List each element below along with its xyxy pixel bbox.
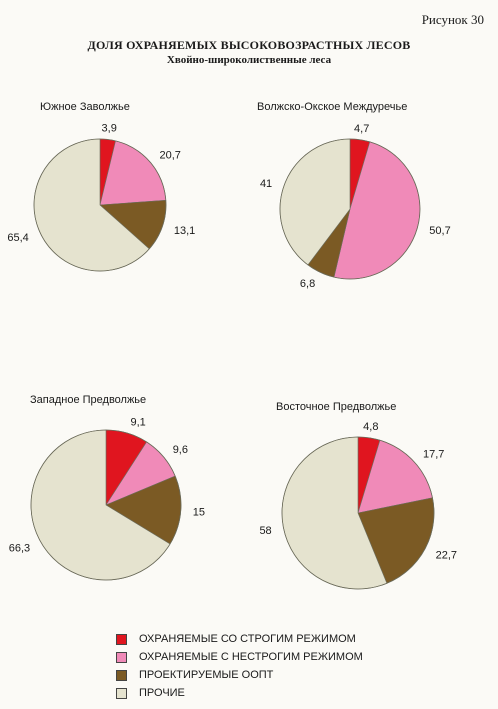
pie-label-south-zavolzhye-other: 65,4 bbox=[7, 232, 28, 244]
pie-label-volga-oka-non-strict: 50,7 bbox=[429, 225, 450, 237]
legend-item: ОХРАНЯЕМЫЕ СО СТРОГИМ РЕЖИМОМ bbox=[116, 630, 363, 648]
legend-label-planned: ПРОЕКТИРУЕМЫЕ ООПТ bbox=[139, 669, 274, 681]
chart-title: ДОЛЯ ОХРАНЯЕМЫХ ВЫСОКОВОЗРАСТНЫХ ЛЕСОВ bbox=[87, 38, 411, 52]
pie-label-south-zavolzhye-strict: 3,9 bbox=[102, 123, 117, 135]
legend-item: ПРОЧИЕ bbox=[116, 684, 363, 702]
pie-title-east-predvolzhye: Восточное Предволжье bbox=[276, 401, 397, 413]
pie-title-volga-oka: Волжско-Окское Междуречье bbox=[257, 101, 408, 113]
pie-label-west-predvolzhye-planned: 15 bbox=[193, 507, 205, 519]
pie-title-west-predvolzhye: Западное Предволжье bbox=[30, 394, 147, 406]
legend-item: ОХРАНЯЕМЫЕ С НЕСТРОГИМ РЕЖИМОМ bbox=[116, 648, 363, 666]
legend-label-non-strict: ОХРАНЯЕМЫЕ С НЕСТРОГИМ РЕЖИМОМ bbox=[139, 651, 363, 663]
pie-title-south-zavolzhye: Южное Заволжье bbox=[40, 101, 130, 113]
pie-outline-west-predvolzhye bbox=[30, 429, 182, 581]
pie-label-east-predvolzhye-planned: 22,7 bbox=[436, 549, 457, 561]
pie-outline-volga-oka bbox=[279, 138, 421, 280]
pie-label-east-predvolzhye-strict: 4,8 bbox=[363, 421, 378, 433]
pie-label-volga-oka-strict: 4,7 bbox=[354, 123, 369, 135]
legend-label-other: ПРОЧИЕ bbox=[139, 687, 185, 699]
pie-label-east-predvolzhye-non-strict: 17,7 bbox=[423, 449, 444, 461]
chart-subtitle: Хвойно-широколиственные леса bbox=[166, 54, 332, 66]
legend-swatch-strict bbox=[116, 633, 127, 645]
legend-swatch-non-strict bbox=[116, 651, 127, 663]
figure-number: Рисунок 30 bbox=[421, 12, 484, 27]
pie-label-south-zavolzhye-planned: 13,1 bbox=[174, 225, 195, 237]
legend-swatch-planned bbox=[116, 669, 127, 681]
pie-label-west-predvolzhye-non-strict: 9,6 bbox=[173, 444, 188, 456]
pie-label-east-predvolzhye-other: 58 bbox=[259, 525, 271, 537]
pie-outline-south-zavolzhye bbox=[33, 138, 167, 272]
pie-label-west-predvolzhye-other: 66,3 bbox=[9, 543, 30, 555]
legend-swatch-other bbox=[116, 687, 127, 699]
legend-label-strict: ОХРАНЯЕМЫЕ СО СТРОГИМ РЕЖИМОМ bbox=[139, 633, 356, 645]
legend-item: ПРОЕКТИРУЕМЫЕ ООПТ bbox=[116, 666, 363, 684]
pie-label-volga-oka-other: 41 bbox=[260, 178, 272, 190]
pie-outline-east-predvolzhye bbox=[281, 436, 435, 590]
pie-label-volga-oka-planned: 6,8 bbox=[300, 278, 315, 290]
pie-label-west-predvolzhye-strict: 9,1 bbox=[131, 417, 146, 429]
legend: ОХРАНЯЕМЫЕ СО СТРОГИМ РЕЖИМОМ ОХРАНЯЕМЫЕ… bbox=[116, 630, 363, 702]
pie-label-south-zavolzhye-non-strict: 20,7 bbox=[160, 150, 181, 162]
